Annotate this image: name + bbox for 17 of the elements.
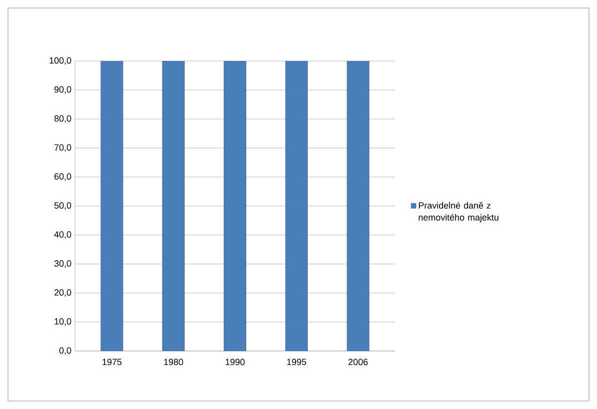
y-tick-label: 10,0 xyxy=(54,318,72,326)
y-tick-label: 30,0 xyxy=(54,260,72,268)
y-tick-label: 60,0 xyxy=(54,173,72,181)
y-tick-label: 100,0 xyxy=(50,57,72,65)
y-tick-label: 50,0 xyxy=(54,202,72,210)
y-tick-label: 70,0 xyxy=(54,144,72,152)
x-tick-label: 1995 xyxy=(287,358,306,366)
y-tick-label: 40,0 xyxy=(54,231,72,239)
x-tick-label: 2006 xyxy=(348,358,368,366)
y-tick-label: 20,0 xyxy=(54,289,72,297)
x-tick-label: 1980 xyxy=(164,358,184,366)
y-tick-label: 0,0 xyxy=(59,347,72,355)
x-tick-label: 1975 xyxy=(102,358,122,366)
y-tick-label: 80,0 xyxy=(54,115,72,123)
legend-label: Pravidelné daně z nemovitého majektu xyxy=(418,202,498,222)
x-tick-label: 1990 xyxy=(226,358,245,366)
y-tick-label: 90,0 xyxy=(54,86,72,94)
